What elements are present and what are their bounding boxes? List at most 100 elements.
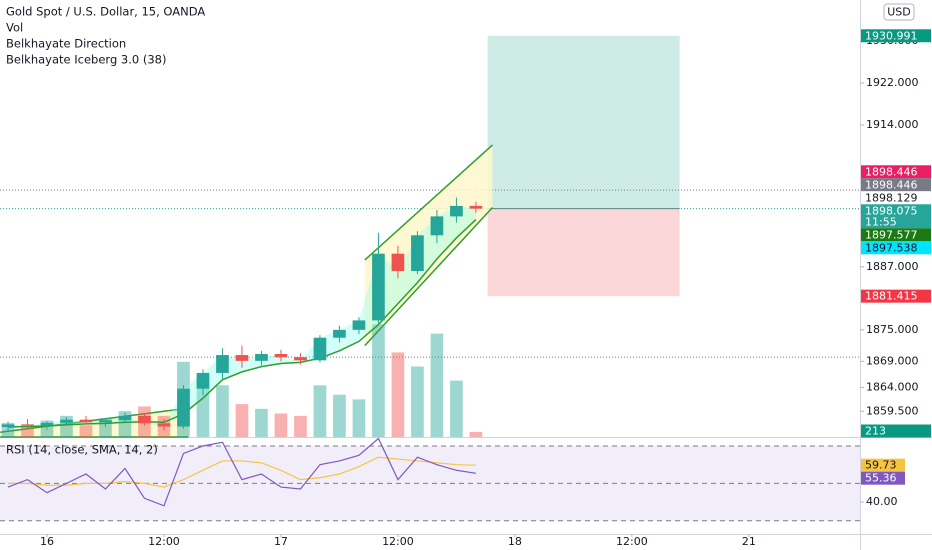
channel-fill <box>364 144 493 346</box>
y-tick-label: 1859.500 <box>866 404 919 417</box>
candle-body <box>118 415 132 421</box>
candle-body <box>40 422 54 426</box>
x-tick-label: 12:00 <box>616 535 648 548</box>
price-label: 1897.577 <box>865 228 918 241</box>
stop-label: 1881.415 <box>865 290 918 303</box>
position-profit <box>487 35 680 209</box>
volume-label-box <box>861 424 931 438</box>
y-tick-label: 1875.000 <box>866 323 919 336</box>
indicator-label: Belkhayate Iceberg 3.0 (38) <box>6 53 166 67</box>
candle-body <box>157 423 171 427</box>
y-tick-label: 1887.000 <box>866 260 919 273</box>
candle-body <box>372 253 385 321</box>
volume-bar <box>274 413 288 437</box>
candle-body <box>469 205 483 209</box>
candle-body <box>391 253 405 272</box>
volume-bar <box>352 399 366 437</box>
candle-body <box>235 355 249 361</box>
candle-body <box>1 424 15 428</box>
y-tick-label: 1864.000 <box>866 381 919 394</box>
channel-line <box>364 206 494 347</box>
candle-body <box>450 205 463 217</box>
target-label: 1930.991 <box>865 29 918 42</box>
x-tick-label: 21 <box>742 535 756 548</box>
rsi-value-label: 55.36 <box>865 472 897 485</box>
volume-bar <box>391 352 405 437</box>
stop-label-box <box>861 289 931 303</box>
volume-bar <box>469 431 483 437</box>
rsi-line <box>7 456 476 488</box>
price-label-box <box>861 178 931 192</box>
candle-body <box>216 355 229 373</box>
x-tick-label: 18 <box>508 535 522 548</box>
volume-bar <box>430 333 444 437</box>
candle-body <box>79 419 93 423</box>
price-label-box <box>861 228 931 242</box>
price-label: 1898.129 <box>865 191 918 204</box>
indicator-label: Vol <box>6 21 23 35</box>
position-loss <box>487 208 680 297</box>
candle-body <box>352 320 366 330</box>
candle-body <box>294 357 307 361</box>
volume-bar <box>196 375 210 437</box>
volume-label: 213 <box>865 425 886 438</box>
candle-body <box>177 388 190 427</box>
y-tick-label: 1922.000 <box>866 76 919 89</box>
rsi-value-label: 59.73 <box>865 459 897 472</box>
x-tick-label: 12:00 <box>148 535 180 548</box>
rsi-value-box <box>861 471 905 485</box>
chart-title: Gold Spot / U.S. Dollar, 15, OANDA <box>6 5 205 19</box>
candle-body <box>196 372 210 389</box>
volume-bar <box>255 408 268 437</box>
currency[interactable]: USD <box>887 6 911 19</box>
candle-body <box>333 329 346 338</box>
volume-bar <box>333 394 346 437</box>
countdown: 11:55 <box>865 215 897 228</box>
indicator-label: Belkhayate Direction <box>6 37 126 51</box>
candle-body <box>313 337 327 361</box>
x-tick-label: 12:00 <box>382 535 414 548</box>
rsi-title: RSI (14, close, SMA, 14, 2) <box>6 443 158 457</box>
x-tick-label: 17 <box>274 535 288 548</box>
volume-bar <box>411 366 424 437</box>
target-label-box <box>861 29 931 43</box>
candle-body <box>99 420 112 423</box>
overlay: Gold Spot / U.S. Dollar, 15, OANDA Vol B… <box>6 3 915 457</box>
rsi-value-box <box>861 458 905 472</box>
currency-box[interactable] <box>883 3 915 21</box>
volume-bar <box>21 425 34 437</box>
price-label: 1898.446 <box>865 178 918 191</box>
volume-bar <box>79 425 93 437</box>
price-label-box <box>861 241 931 255</box>
volume-bar <box>294 415 307 437</box>
volume-bar <box>216 385 229 437</box>
volume-bar <box>450 380 463 437</box>
volume-bar <box>372 324 385 437</box>
candle-body <box>430 216 444 236</box>
y-tick-label: 1869.000 <box>866 354 919 367</box>
price-label: 1898.446 <box>865 165 918 178</box>
candle-body <box>21 424 34 426</box>
candle-body <box>274 354 288 358</box>
price-label-box <box>861 165 931 179</box>
plot: 1930.0001922.0001914.0001887.0001875.000… <box>0 29 931 548</box>
volume-bar <box>235 404 249 437</box>
x-tick-label: 16 <box>40 535 54 548</box>
last-price-label: 1898.075 <box>865 204 918 217</box>
candle-body <box>255 354 268 361</box>
price-label-box <box>861 191 931 205</box>
candle-body <box>138 415 151 424</box>
volume-bar <box>313 385 327 437</box>
candle-body <box>411 235 424 272</box>
rsi-line <box>7 437 477 507</box>
y-tick-label: 1914.000 <box>866 118 919 131</box>
last-price-box <box>861 204 931 229</box>
channel-line <box>0 407 189 434</box>
channel-fill <box>0 408 189 437</box>
channel-line <box>364 144 493 261</box>
y-tick-label: 40.00 <box>866 495 898 508</box>
price-label: 1897.538 <box>865 241 918 254</box>
candle-body <box>60 419 73 423</box>
